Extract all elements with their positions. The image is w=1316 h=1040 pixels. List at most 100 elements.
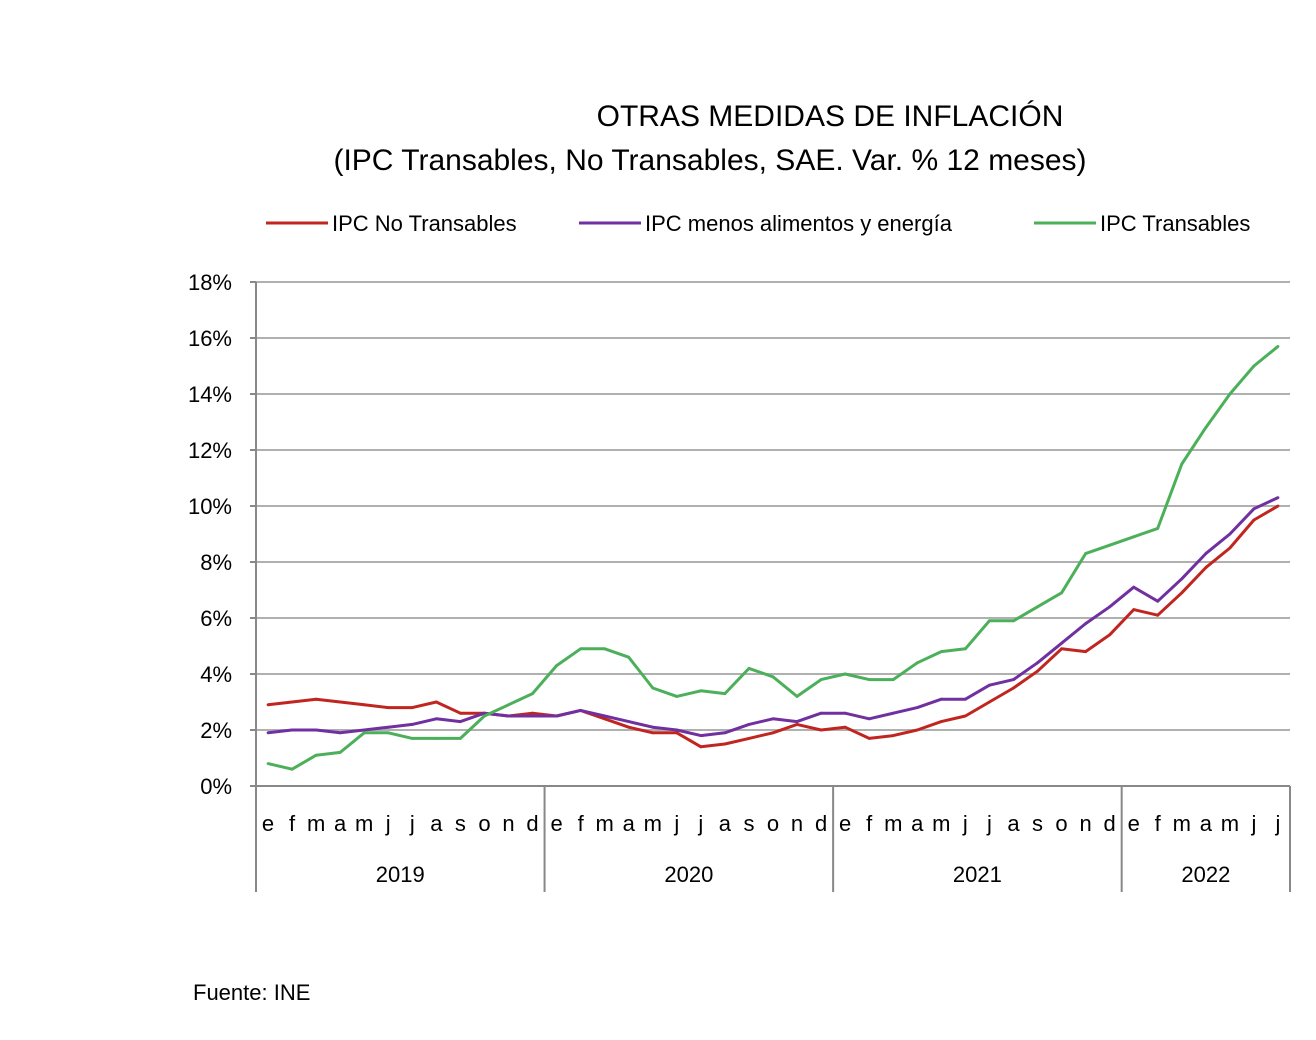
data-point xyxy=(1276,504,1280,508)
data-point xyxy=(939,650,943,653)
data-point xyxy=(555,664,558,667)
data-point xyxy=(651,686,655,690)
axes: 0%2%4%6%8%10%12%14%16%18%e f m a m j j a s o n d201… xyxy=(188,270,1291,892)
month-label: j xyxy=(697,811,703,836)
data-point xyxy=(1252,518,1256,522)
data-point xyxy=(843,672,847,676)
data-point xyxy=(434,717,438,721)
data-point xyxy=(1012,678,1015,681)
data-point xyxy=(1060,647,1063,651)
data-point xyxy=(627,720,631,723)
month-label: a xyxy=(719,811,732,836)
data-point xyxy=(290,728,294,732)
data-point xyxy=(747,723,751,726)
data-point xyxy=(338,751,342,754)
data-point xyxy=(579,709,583,712)
data-point xyxy=(988,683,991,687)
month-label: m xyxy=(596,811,614,836)
data-point xyxy=(1108,543,1112,547)
data-point xyxy=(747,667,751,670)
data-point xyxy=(675,728,679,732)
data-point xyxy=(266,762,270,765)
month-label: n xyxy=(791,811,803,836)
month-label: a xyxy=(911,811,924,836)
data-point xyxy=(747,737,751,740)
data-point xyxy=(771,717,775,721)
data-point xyxy=(1108,605,1112,609)
data-point xyxy=(1132,608,1136,611)
data-point xyxy=(988,700,991,704)
data-point xyxy=(1204,552,1208,555)
data-point xyxy=(1180,591,1184,595)
data-point xyxy=(795,723,799,726)
data-point xyxy=(531,714,534,718)
data-point xyxy=(1084,552,1088,555)
year-label: 2022 xyxy=(1181,862,1230,887)
source-note: Fuente: INE xyxy=(193,980,310,1005)
month-label: o xyxy=(767,811,779,836)
data-point xyxy=(627,725,631,729)
data-point xyxy=(963,647,967,651)
y-tick-label: 18% xyxy=(188,270,232,295)
data-point xyxy=(939,697,943,701)
month-label: m xyxy=(355,811,373,836)
y-tick-label: 6% xyxy=(200,606,232,631)
data-point xyxy=(651,731,655,735)
data-point xyxy=(314,728,318,732)
month-label: m xyxy=(1173,811,1191,836)
data-point xyxy=(507,703,510,707)
month-label: j xyxy=(409,811,415,836)
data-point xyxy=(410,723,414,726)
data-point xyxy=(1204,426,1208,429)
month-label: m xyxy=(884,811,902,836)
data-point xyxy=(531,711,534,715)
month-label: m xyxy=(1221,811,1239,836)
month-label: f xyxy=(289,811,296,836)
month-label: e xyxy=(1128,811,1140,836)
data-point xyxy=(843,725,847,729)
data-point xyxy=(1156,527,1160,530)
month-label: j xyxy=(385,811,391,836)
data-point xyxy=(338,700,342,704)
data-point xyxy=(1060,591,1063,595)
data-point xyxy=(771,731,775,735)
data-point xyxy=(891,678,895,681)
data-point xyxy=(819,711,823,715)
data-point xyxy=(939,720,943,723)
data-point xyxy=(1228,546,1232,550)
data-point xyxy=(434,700,438,704)
legend-label: IPC menos alimentos y energía xyxy=(645,211,953,236)
data-point xyxy=(507,714,510,718)
data-point xyxy=(266,731,270,735)
month-label: m xyxy=(644,811,662,836)
year-label: 2020 xyxy=(664,862,713,887)
legend: IPC No Transables IPC menos alimentos y e… xyxy=(266,211,1250,236)
series-line-0 xyxy=(267,504,1279,749)
data-point xyxy=(555,714,558,718)
data-point xyxy=(915,661,919,665)
data-point xyxy=(362,703,366,707)
data-point xyxy=(1012,686,1015,690)
data-point xyxy=(362,728,366,732)
data-point xyxy=(1132,585,1136,589)
month-label: d xyxy=(526,811,538,836)
data-point xyxy=(867,678,871,681)
data-point xyxy=(1228,532,1232,536)
data-point xyxy=(483,711,486,715)
data-point xyxy=(483,714,486,718)
month-label: j xyxy=(986,811,992,836)
data-point xyxy=(1252,364,1256,368)
month-label: f xyxy=(578,811,585,836)
data-point xyxy=(1276,345,1280,348)
data-point xyxy=(843,711,847,715)
data-point xyxy=(963,714,967,718)
month-label: j xyxy=(962,811,968,836)
data-point xyxy=(699,745,703,749)
data-point xyxy=(819,728,823,732)
data-point xyxy=(963,697,967,701)
data-point xyxy=(458,711,462,715)
legend-label: IPC Transables xyxy=(1100,211,1250,236)
y-tick-label: 2% xyxy=(200,718,232,743)
month-label: a xyxy=(1007,811,1020,836)
